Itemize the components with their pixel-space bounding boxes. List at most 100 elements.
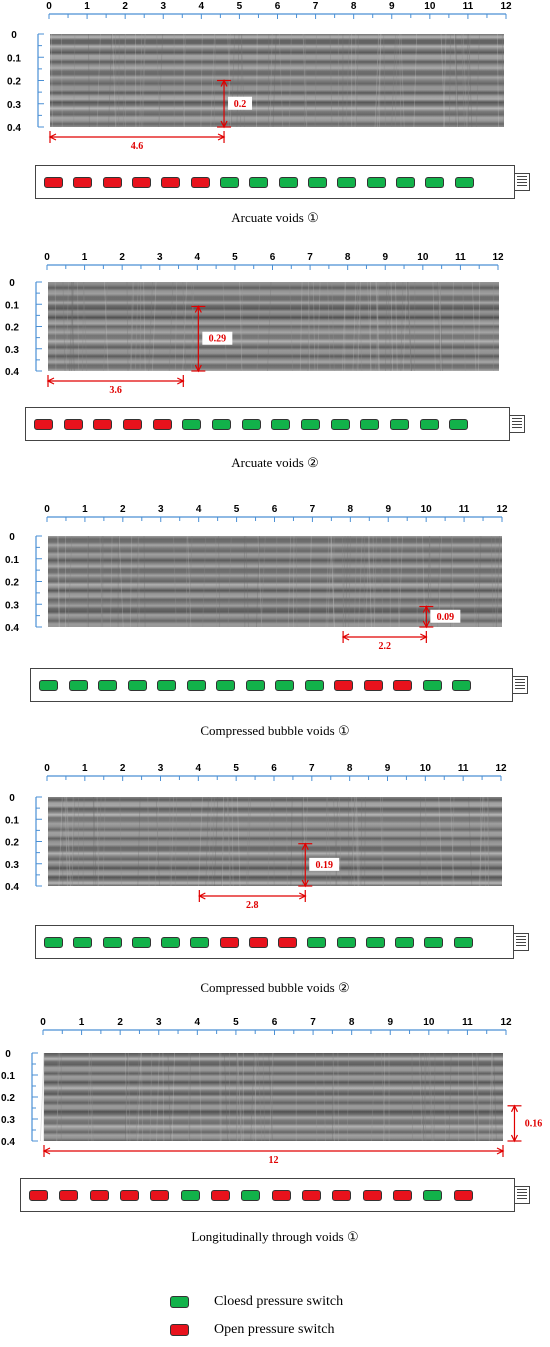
vertical-measure-label-bg bbox=[202, 331, 233, 345]
radar-texture bbox=[64, 796, 69, 887]
pressure-switch-closed bbox=[278, 177, 298, 188]
radar-texture bbox=[210, 33, 215, 128]
radar-texture bbox=[408, 281, 411, 372]
measure-arrow bbox=[301, 842, 309, 850]
pressure-switch-closed bbox=[161, 937, 181, 948]
radar-texture bbox=[65, 796, 68, 887]
radar-texture bbox=[357, 281, 361, 372]
radar-texture bbox=[141, 1052, 144, 1142]
measure-arrow bbox=[420, 633, 428, 641]
x-tick-label: 0 bbox=[46, 1, 52, 12]
radar-texture bbox=[368, 535, 372, 628]
y-tick-label: 0.4 bbox=[5, 367, 19, 378]
pressure-switch-open bbox=[219, 937, 239, 948]
radar-texture bbox=[335, 796, 338, 887]
radar-texture bbox=[65, 281, 69, 372]
radar-texture bbox=[188, 535, 193, 628]
radar-texture bbox=[437, 281, 441, 372]
pressure-switch-open bbox=[63, 419, 83, 430]
radar-texture bbox=[219, 1052, 221, 1142]
radar-texture bbox=[309, 535, 312, 628]
strip-connector-icon bbox=[514, 1186, 530, 1204]
x-tick-label: 9 bbox=[385, 763, 391, 774]
horizontal-measure-label: 2.8 bbox=[246, 900, 259, 911]
radar-texture bbox=[97, 796, 102, 887]
radar-texture bbox=[359, 281, 363, 372]
x-tick-label: 6 bbox=[272, 504, 278, 515]
radar-texture bbox=[354, 33, 357, 128]
pressure-switch-closed bbox=[454, 177, 474, 188]
x-tick-label: 0 bbox=[44, 252, 50, 263]
radar-texture bbox=[119, 796, 122, 887]
x-tick-label: 5 bbox=[233, 1017, 239, 1028]
radar-texture bbox=[288, 33, 292, 128]
radar-texture bbox=[168, 281, 174, 372]
radar-texture bbox=[295, 535, 298, 628]
radar-texture bbox=[476, 1052, 480, 1142]
measure-arrow bbox=[177, 377, 185, 385]
radar-texture bbox=[379, 33, 381, 128]
radar-image bbox=[50, 34, 504, 127]
radar-texture bbox=[385, 281, 388, 372]
pressure-switch-open bbox=[393, 1190, 412, 1201]
pressure-switch-open bbox=[453, 1190, 473, 1201]
radar-texture bbox=[231, 796, 234, 887]
x-tick-label: 7 bbox=[310, 1017, 316, 1028]
pressure-switch-closed bbox=[241, 419, 261, 430]
y-tick-label: 0.1 bbox=[5, 300, 19, 311]
y-tick-label: 0 bbox=[9, 532, 15, 543]
radar-texture bbox=[182, 281, 187, 372]
pressure-switch-strip bbox=[30, 668, 513, 702]
pressure-switch-open bbox=[73, 177, 93, 188]
radar-image bbox=[48, 282, 499, 371]
radar-texture bbox=[381, 535, 383, 628]
measure-arrow bbox=[422, 605, 430, 613]
pressure-switch-closed bbox=[241, 1190, 261, 1201]
radar-texture bbox=[476, 33, 480, 128]
x-tick-label: 5 bbox=[234, 504, 240, 515]
radar-texture bbox=[373, 535, 377, 628]
pressure-switch-closed bbox=[365, 937, 385, 948]
vertical-measure-label: 0.2 bbox=[234, 99, 247, 110]
x-tick-label: 4 bbox=[195, 252, 201, 263]
radar-texture bbox=[317, 281, 321, 372]
radar-texture bbox=[272, 33, 277, 128]
radar-texture bbox=[71, 281, 75, 372]
radar-texture bbox=[102, 796, 106, 887]
y-tick-label: 0.4 bbox=[7, 123, 21, 134]
radar-image bbox=[44, 1053, 503, 1141]
radar-texture bbox=[211, 796, 215, 887]
radar-texture bbox=[256, 33, 258, 128]
pressure-switch-strip bbox=[35, 925, 514, 959]
pressure-switch-closed bbox=[68, 680, 88, 691]
radar-texture bbox=[56, 535, 60, 628]
radar-texture bbox=[102, 535, 104, 628]
y-tick-label: 0.2 bbox=[1, 1093, 15, 1104]
radar-texture bbox=[427, 535, 431, 628]
radar-texture bbox=[440, 33, 446, 128]
panel-caption: Arcuate voids ② bbox=[231, 455, 319, 470]
radar-texture bbox=[93, 796, 97, 887]
radar-texture bbox=[438, 281, 442, 372]
x-tick-label: 3 bbox=[160, 1, 166, 12]
radar-texture bbox=[174, 281, 178, 372]
radar-texture bbox=[130, 281, 133, 372]
pressure-switch-open bbox=[248, 937, 268, 948]
x-tick-label: 10 bbox=[423, 1017, 435, 1028]
radar-texture bbox=[375, 33, 379, 128]
radar-texture bbox=[186, 796, 192, 887]
radar-texture bbox=[62, 281, 66, 372]
radar-texture bbox=[243, 535, 246, 628]
radar-texture bbox=[148, 281, 153, 372]
radar-texture bbox=[345, 33, 350, 128]
pressure-switch-strip bbox=[35, 165, 515, 199]
legend-closed-swatch bbox=[170, 1296, 189, 1308]
legend-open-swatch bbox=[170, 1324, 189, 1336]
radar-texture bbox=[205, 796, 209, 887]
vertical-measure-label-bg bbox=[309, 857, 340, 871]
radar-texture bbox=[96, 796, 99, 887]
radar-texture bbox=[134, 281, 139, 372]
radar-texture bbox=[383, 1052, 386, 1142]
radar-texture bbox=[57, 535, 60, 628]
